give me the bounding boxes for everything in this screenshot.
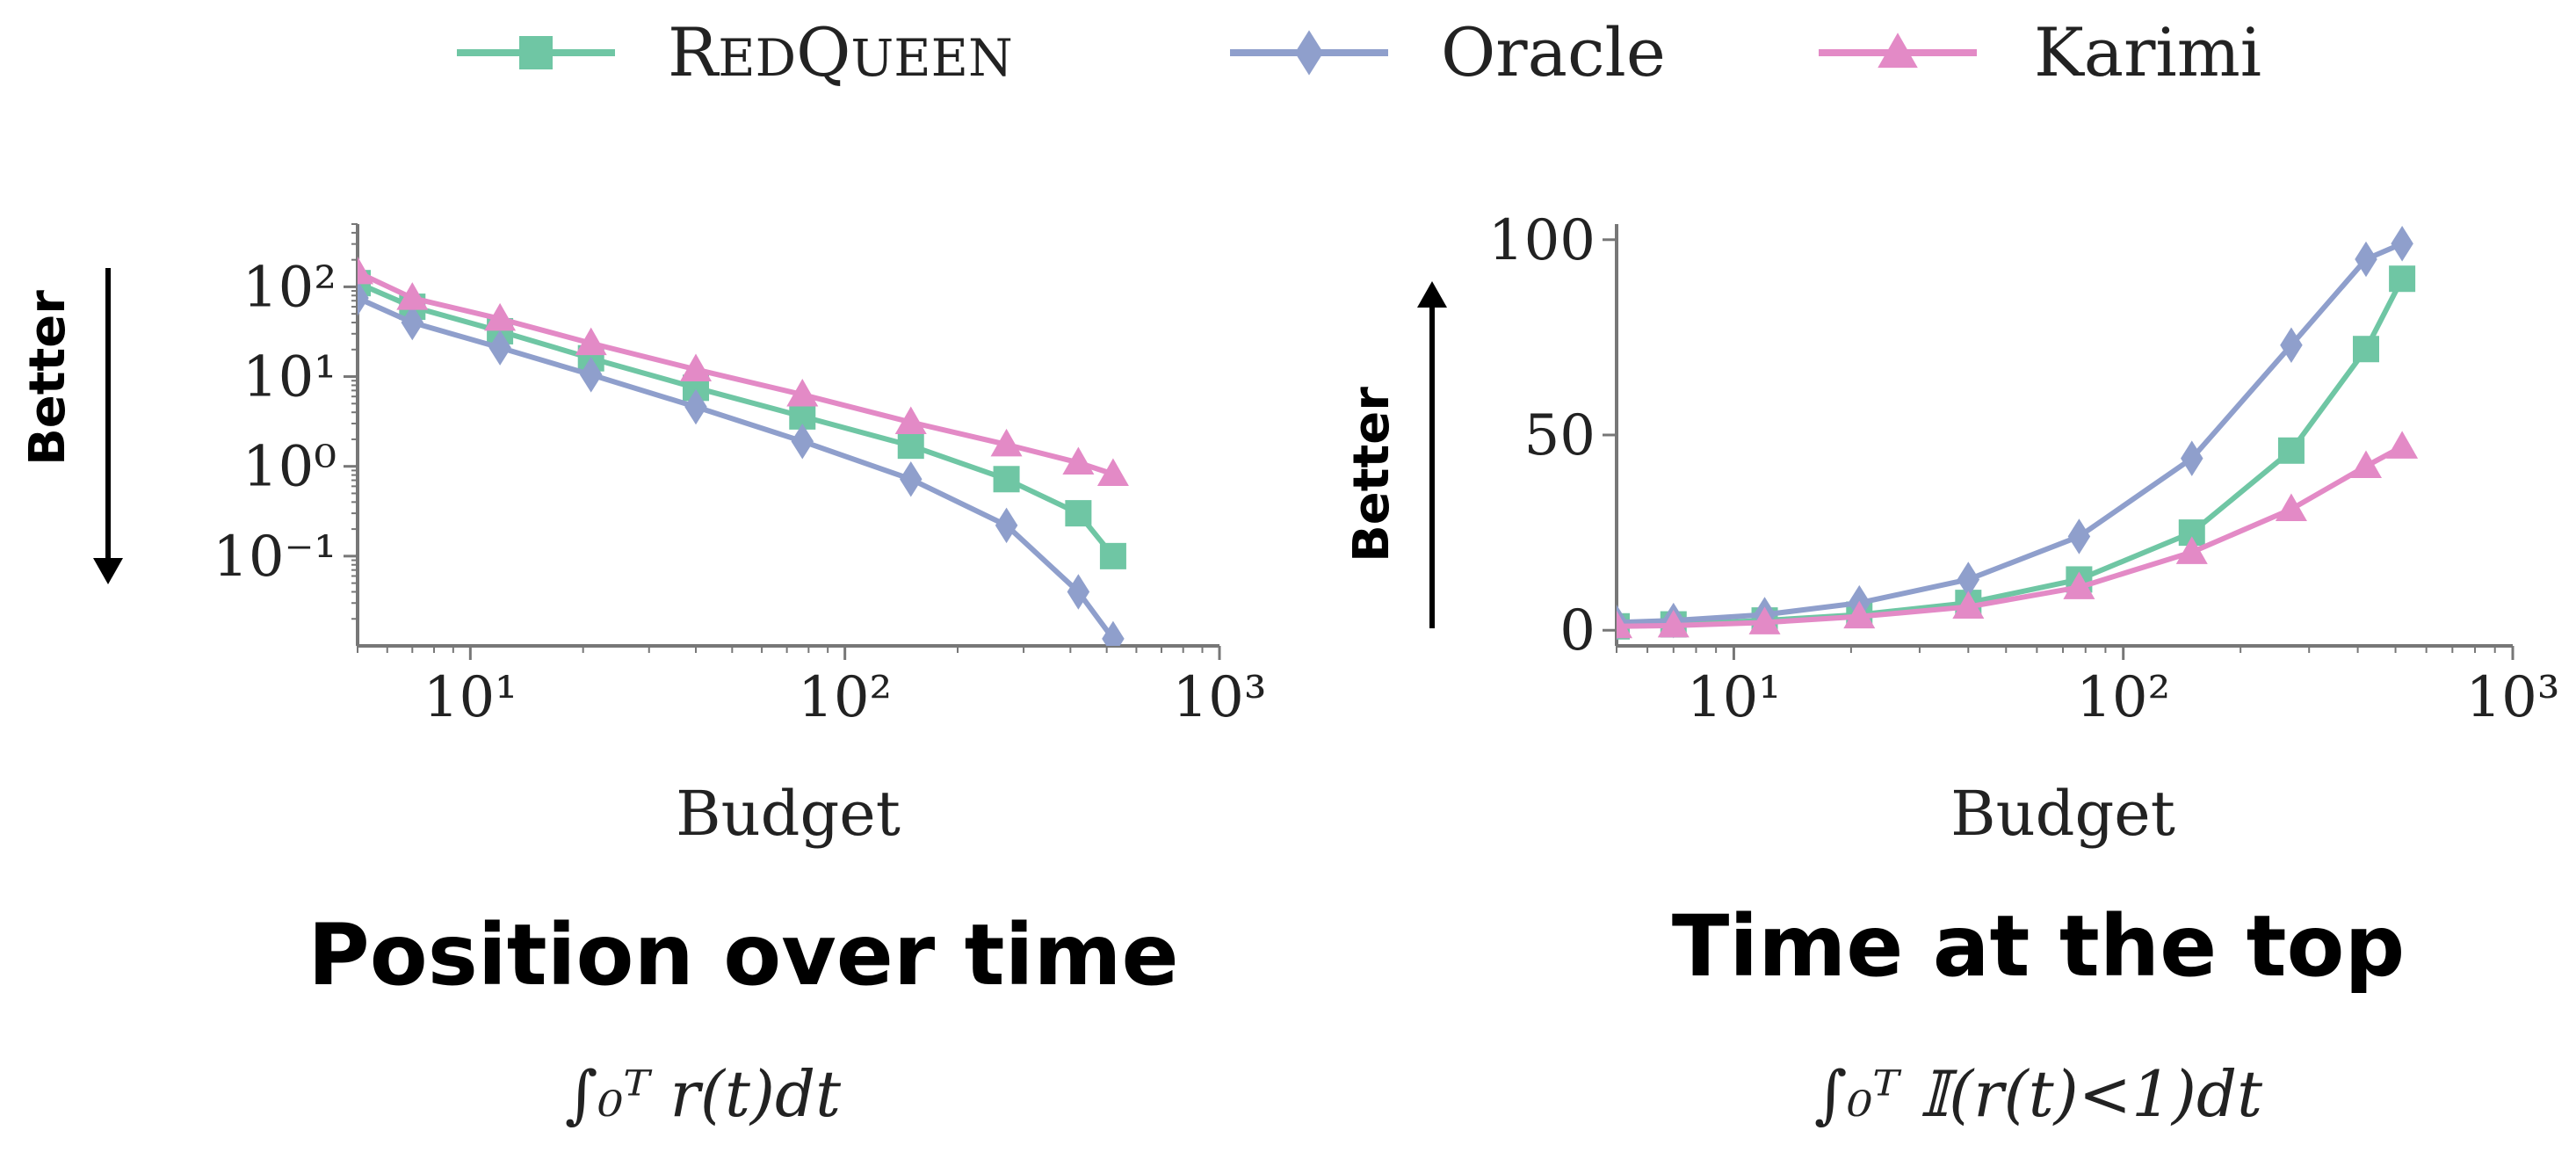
data-point-oracle — [899, 461, 923, 497]
panel-formula: ∫₀ᵀ 𝕀(r(t)<1)dt — [1814, 1057, 2263, 1131]
data-point-karimi — [990, 428, 1023, 457]
panel-title: Time at the top — [1672, 897, 2405, 996]
y-tick-label-10: 10⁻¹ — [213, 525, 336, 590]
y-tick-label-50: 50 — [1524, 403, 1596, 468]
data-point-oracle — [488, 330, 511, 366]
better-arrow-head — [1417, 281, 1447, 308]
y-tick-label-0: 0 — [1559, 598, 1596, 663]
data-point-redqueen — [897, 432, 924, 460]
data-point-karimi — [1062, 446, 1095, 475]
better-arrow-head — [93, 558, 123, 584]
data-point-karimi — [1748, 606, 1781, 634]
data-point-karimi — [358, 256, 373, 285]
x-tick-label-10: 10³ — [2465, 665, 2559, 730]
legend-label-karimi: Karimi — [2034, 13, 2261, 91]
series-line-oracle — [1617, 241, 2404, 626]
series-line-oracle — [358, 295, 1116, 641]
y-tick-label-10: 10⁰ — [242, 435, 336, 500]
better-label: Better — [19, 290, 76, 466]
legend-label-oracle: Oracle — [1441, 13, 1666, 91]
data-point-karimi — [1617, 610, 1632, 639]
chart-position-over-time: 10¹ 10² 10³ 10² 10¹ 10⁰ 10⁻¹ Budget Better Positi… — [19, 223, 1267, 1131]
data-point-oracle — [2067, 518, 2091, 554]
x-tick-label-10: 10¹ — [423, 665, 517, 730]
chart-time-at-the-top: 10¹ 10² 10³ 0 50 100 Budget Better Time at the t… — [1343, 208, 2560, 1131]
better-label: Better — [1343, 387, 1400, 562]
series-line-redqueen — [358, 280, 1116, 558]
data-point-karimi — [1952, 591, 1985, 620]
data-point-oracle — [401, 304, 424, 341]
data-point-karimi — [2063, 571, 2095, 599]
data-point-karimi — [575, 327, 607, 356]
legend-marker-oracle — [1294, 30, 1324, 76]
x-axis-title: Budget — [1950, 778, 2175, 850]
legend: REDQUEEN Oracle Karimi — [457, 13, 2261, 91]
data-point-oracle — [791, 423, 814, 460]
series-group — [1617, 225, 2419, 641]
data-point-karimi — [1657, 609, 1690, 638]
series-line-karimi — [1617, 444, 2404, 629]
x-tick-label-10: 10³ — [1172, 665, 1266, 730]
data-point-oracle — [2181, 440, 2203, 476]
x-tick-label-10: 10¹ — [1687, 665, 1781, 730]
legend-label-redqueen: REDQUEEN — [668, 13, 1013, 91]
data-point-oracle — [2355, 241, 2377, 278]
data-point-redqueen — [1099, 542, 1126, 569]
data-point-oracle — [2391, 225, 2413, 262]
data-point-redqueen — [1065, 500, 1092, 527]
data-point-oracle — [1102, 620, 1125, 646]
data-point-karimi — [2349, 450, 2382, 479]
data-point-oracle — [2280, 327, 2303, 364]
data-point-karimi — [2175, 536, 2208, 564]
legend-marker-karimi — [1878, 33, 1918, 69]
data-point-karimi — [894, 406, 927, 435]
data-point-oracle — [358, 279, 369, 316]
data-point-oracle — [684, 388, 707, 425]
data-point-karimi — [1096, 458, 1129, 487]
data-point-karimi — [484, 302, 517, 331]
data-point-karimi — [680, 353, 713, 381]
y-tick-label-10: 10² — [242, 255, 336, 320]
data-point-karimi — [2386, 431, 2419, 459]
data-point-redqueen — [2352, 336, 2379, 363]
series-line-karimi — [358, 270, 1114, 477]
y-tick-label-10: 10¹ — [242, 345, 336, 410]
x-tick-label-10: 10² — [798, 665, 892, 730]
data-point-oracle — [1957, 562, 1980, 598]
y-tick-label-100: 100 — [1488, 208, 1596, 273]
legend-marker-redqueen — [519, 36, 553, 69]
data-point-karimi — [2275, 493, 2307, 521]
panel-title: Position over time — [308, 906, 1178, 1004]
data-point-oracle — [579, 357, 603, 393]
x-tick-label-10: 10² — [2076, 665, 2170, 730]
x-axis-title: Budget — [676, 778, 901, 850]
data-point-karimi — [1843, 600, 1876, 629]
series-group — [358, 256, 1129, 646]
data-point-karimi — [786, 379, 819, 407]
data-point-redqueen — [993, 466, 1020, 493]
data-point-redqueen — [2277, 437, 2305, 464]
data-point-karimi — [396, 282, 429, 310]
data-point-oracle — [995, 507, 1018, 544]
panel-formula: ∫₀ᵀ r(t)dt — [565, 1057, 842, 1131]
data-point-oracle — [1067, 574, 1090, 610]
data-point-redqueen — [2389, 265, 2416, 293]
